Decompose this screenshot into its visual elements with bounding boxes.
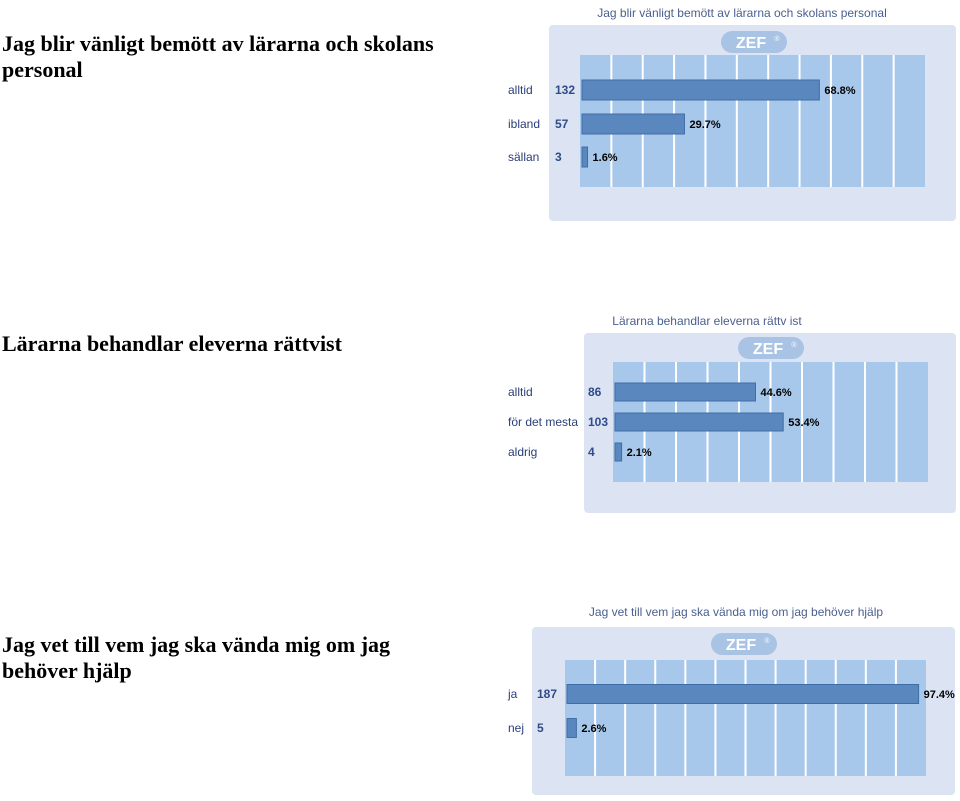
category-label: sällan [508, 150, 539, 164]
chart-fair-treatment: Lärarna behandlar eleverna rättv ist ZEF ®… [508, 314, 956, 513]
zef-logo-text: ZEF [753, 341, 783, 358]
bar-nej [566, 718, 577, 738]
value-label: 97.4% [924, 689, 955, 701]
zef-logo: ZEF ® [711, 633, 777, 655]
value-label: 68.8% [824, 85, 855, 97]
category-label: alltid [508, 385, 533, 399]
bar-ja [566, 684, 920, 704]
bar-sällan [581, 146, 589, 168]
category-label: nej [508, 721, 524, 735]
bar-aldrig [614, 442, 623, 462]
value-label: 2.1% [627, 447, 652, 459]
zef-logo-text: ZEF [736, 35, 766, 52]
count-label: 103 [588, 415, 608, 429]
bar-alltid [614, 382, 756, 402]
chart-title: Jag vet till vem jag ska vända mig om ja… [589, 605, 883, 619]
category-label: aldrig [508, 445, 537, 459]
chart-friendly-treatment: Jag blir vänligt bemött av lärarna och s… [508, 6, 956, 221]
count-label: 5 [537, 721, 544, 735]
category-label: för det mesta [508, 415, 578, 429]
zef-logo-pill [721, 31, 787, 53]
bar-ibland [581, 113, 685, 135]
value-label: 1.6% [593, 152, 618, 164]
zef-logo: ZEF ® [738, 337, 804, 359]
category-label: alltid [508, 83, 533, 97]
value-label: 44.6% [760, 387, 791, 399]
heading-know-who-to-ask: Jag vet till vem jag ska vända mig om ja… [2, 632, 391, 683]
count-label: 57 [555, 117, 569, 131]
zef-logo-mark: ® [791, 341, 797, 349]
zef-logo-text: ZEF [726, 637, 756, 654]
bar-för-det-mesta [614, 412, 784, 432]
zef-logo-mark: ® [774, 35, 780, 43]
heading-friendly-treatment: Jag blir vänligt bemött av lärarna och s… [2, 31, 434, 82]
zef-logo-mark: ® [764, 637, 770, 645]
value-label: 53.4% [788, 417, 819, 429]
count-label: 187 [537, 687, 557, 701]
chart-title: Lärarna behandlar eleverna rättv ist [612, 314, 802, 328]
bar-alltid [581, 79, 820, 101]
zef-logo-pill [711, 633, 777, 655]
chart-title: Jag blir vänligt bemött av lärarna och s… [597, 6, 887, 20]
zef-logo: ZEF ® [721, 31, 787, 53]
value-label: 2.6% [581, 723, 606, 735]
count-label: 4 [588, 445, 595, 459]
zef-logo-pill [738, 337, 804, 359]
count-label: 86 [588, 385, 602, 399]
category-label: ja [507, 687, 518, 701]
chart-know-who-to-ask: Jag vet till vem jag ska vända mig om ja… [507, 605, 955, 795]
count-label: 3 [555, 150, 562, 164]
count-label: 132 [555, 83, 575, 97]
category-label: ibland [508, 117, 540, 131]
value-label: 29.7% [689, 119, 720, 131]
heading-fair-treatment: Lärarna behandlar eleverna rättvist [2, 331, 342, 356]
